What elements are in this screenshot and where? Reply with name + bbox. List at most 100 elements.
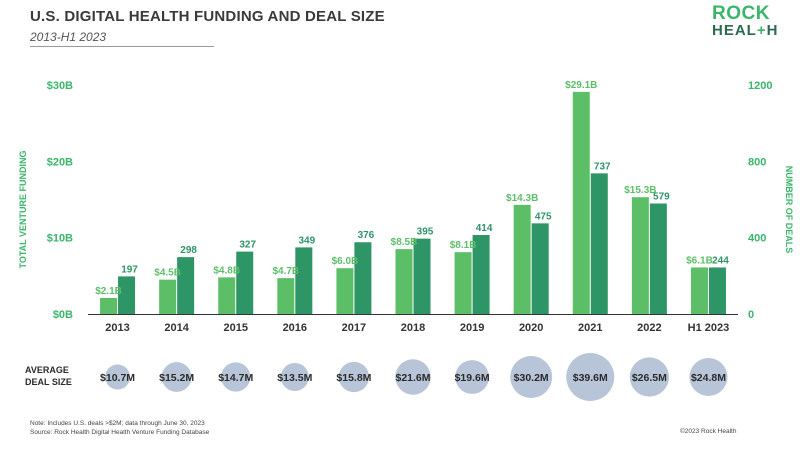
logo-text-b: H <box>766 22 779 39</box>
deals-bar <box>472 234 490 314</box>
funding-bar <box>100 297 118 314</box>
x-axis-tick-label: 2013 <box>105 322 129 334</box>
funding-data-label: $4.8B <box>213 265 240 276</box>
deal-size-label: $24.8M <box>691 372 726 384</box>
deals-bar <box>236 251 254 314</box>
left-axis-tick-label: $20B <box>47 156 73 168</box>
funding-bar <box>159 279 177 314</box>
right-axis-tick-label: 800 <box>748 156 766 168</box>
funding-bar <box>277 278 295 314</box>
rock-health-logo: ROCK HEAL+H <box>712 3 778 39</box>
funding-bar <box>513 204 531 314</box>
deals-bar <box>177 257 195 314</box>
deal-size-label: $14.7M <box>218 372 253 384</box>
funding-data-label: $2.1B <box>95 286 122 297</box>
left-axis-tick-label: $0B <box>53 309 73 321</box>
funding-data-label: $15.3B <box>624 185 656 196</box>
funding-data-label: $14.3B <box>506 193 538 204</box>
x-axis-tick-label: 2021 <box>578 322 602 334</box>
deals-bar <box>590 173 608 314</box>
deals-bar <box>354 242 372 314</box>
deal-size-bubble <box>105 364 131 390</box>
deals-data-label: 298 <box>180 245 197 256</box>
deals-data-label: 475 <box>535 211 552 222</box>
deals-bar <box>413 238 431 314</box>
right-axis-title: NUMBER OF DEALS <box>784 166 794 254</box>
deals-data-label: 395 <box>417 227 434 238</box>
x-axis-tick-label: 2019 <box>460 322 484 334</box>
x-axis-tick-label: 2015 <box>223 322 247 334</box>
left-axis-title: TOTAL VENTURE FUNDING <box>18 150 28 268</box>
deals-data-label: 327 <box>239 240 256 251</box>
logo-text-a: HEAL <box>712 22 757 39</box>
funding-data-label: $8.5B <box>391 237 418 248</box>
chart-subtitle: 2013-H1 2023 <box>30 30 107 44</box>
right-axis-tick-label: 1200 <box>748 80 772 92</box>
funding-bar <box>690 267 708 314</box>
deal-size-bubbles: $10.7M $15.2M $14.7M $13.5M $15.8M $21.6M $19.… <box>25 353 728 401</box>
deal-size-bubble <box>510 356 553 398</box>
funding-data-label: $6.0B <box>332 256 359 267</box>
funding-bar <box>336 268 354 314</box>
deal-size-label: $26.5M <box>632 372 667 384</box>
deal-size-bubble <box>221 362 251 392</box>
x-axis-tick-label: 2014 <box>164 322 189 334</box>
funding-bar <box>572 91 590 315</box>
deal-size-bubble <box>395 359 431 395</box>
deals-data-label: 579 <box>653 192 670 203</box>
deal-size-label: $15.8M <box>336 372 371 384</box>
deals-bar <box>295 247 313 314</box>
deals-data-label: 349 <box>298 235 315 246</box>
deals-bar <box>531 223 549 314</box>
deals-data-label: 414 <box>476 223 493 234</box>
funding-bar <box>395 249 413 314</box>
x-axis-tick-label: 2022 <box>637 322 661 334</box>
funding-bar <box>631 197 649 314</box>
chart-title: U.S. DIGITAL HEALTH FUNDING AND DEAL SIZ… <box>30 8 385 25</box>
deal-size-bubble <box>338 361 370 393</box>
deal-size-label: $30.2M <box>514 372 549 384</box>
deal-size-bubble <box>689 358 728 396</box>
deal-size-bubble <box>161 362 192 392</box>
right-axis-tick-label: 0 <box>748 309 754 321</box>
deal-size-bubble <box>455 360 489 394</box>
logo-line-1: ROCK <box>712 3 770 24</box>
copyright-text: ©2023 Rock Health <box>680 428 737 435</box>
chart-axes: $0B $10B $20B $30B 0 400 800 1200 TOTAL VENTURE … <box>18 80 794 334</box>
funding-bar <box>218 277 236 314</box>
funding-bar <box>454 252 472 314</box>
chart-bars: $2.1B 197 $4.5B 298 $4.8B 327 $4.7B 349 $6.0B 376… <box>95 80 729 315</box>
chart-footnote: Note: Includes U.S. deals >$2M; data thr… <box>30 419 209 437</box>
footnote-note: Note: Includes U.S. deals >$2M; data thr… <box>30 420 205 427</box>
logo-line-2: HEAL+H <box>712 22 778 39</box>
deals-bar <box>708 267 726 314</box>
deals-bar <box>118 276 136 314</box>
deal-size-row-label-2: DEAL SIZE <box>25 377 72 387</box>
deals-bar <box>649 203 667 314</box>
funding-data-label: $4.5B <box>154 268 181 279</box>
left-axis-tick-label: $30B <box>47 80 73 92</box>
deal-size-label: $13.5M <box>277 372 312 384</box>
deals-data-label: 197 <box>121 264 138 275</box>
title-divider <box>30 46 214 47</box>
funding-data-label: $8.1B <box>450 240 477 251</box>
funding-data-label: $4.7B <box>272 266 299 277</box>
deal-size-label: $39.6M <box>573 372 608 384</box>
x-axis-tick-label: 2017 <box>342 322 366 334</box>
funding-data-label: $6.1B <box>686 255 713 266</box>
left-axis-tick-label: $10B <box>47 233 73 245</box>
x-axis-tick-label: 2018 <box>401 322 425 334</box>
deal-size-label: $15.2M <box>159 372 194 384</box>
logo-plus: + <box>756 22 767 39</box>
funding-data-label: $29.1B <box>565 80 597 91</box>
deal-size-label: $19.6M <box>455 372 490 384</box>
deal-size-bubble <box>280 362 309 392</box>
x-axis-tick-label: 2016 <box>283 322 307 334</box>
right-axis-tick-label: 400 <box>748 233 766 245</box>
deal-size-bubble <box>629 357 669 397</box>
deals-data-label: 737 <box>594 161 611 172</box>
x-axis-tick-label: H1 2023 <box>688 322 730 334</box>
deal-size-row-label-1: AVERAGE <box>25 365 69 375</box>
deal-size-bubble <box>566 353 615 401</box>
